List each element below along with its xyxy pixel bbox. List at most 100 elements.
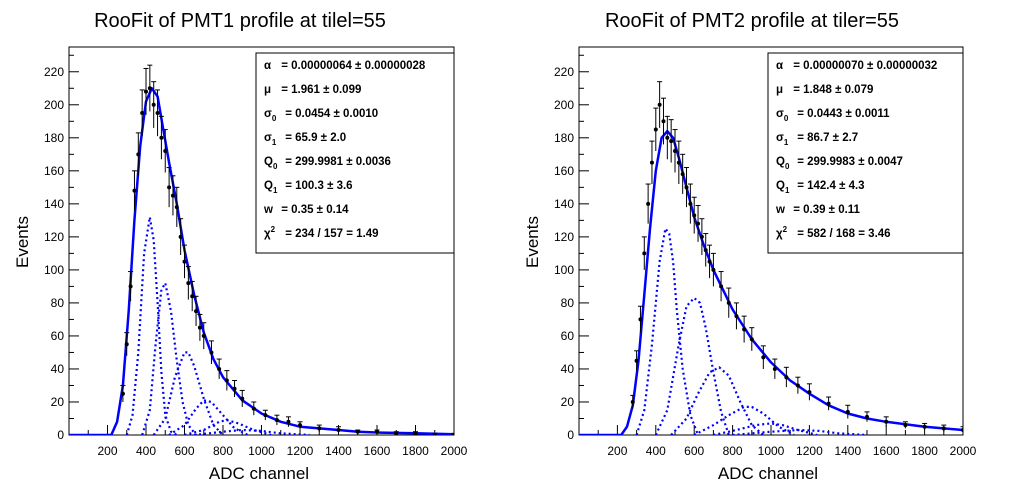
- y-tick-label: 80: [51, 296, 65, 310]
- component-curve-6: [193, 428, 310, 435]
- data-point: [696, 221, 701, 226]
- y-tick-label: 80: [561, 296, 575, 310]
- data-point: [807, 390, 812, 395]
- data-point: [638, 317, 643, 322]
- data-point: [665, 135, 670, 140]
- y-tick-label: 180: [44, 131, 64, 145]
- data-point: [634, 358, 639, 363]
- x-tick-label: 1400: [325, 444, 352, 458]
- data-point: [922, 424, 927, 429]
- data-point: [136, 152, 141, 157]
- data-point: [865, 414, 869, 419]
- fit-parameters-frame: [767, 52, 964, 254]
- y-tick-label: 0: [567, 428, 574, 442]
- y-tick-label: 60: [51, 329, 65, 343]
- data-point: [711, 267, 716, 272]
- data-point: [163, 149, 168, 154]
- data-point: [263, 413, 268, 418]
- y-axis-label: Events: [523, 216, 542, 268]
- x-axis-label: ADC channel: [209, 464, 309, 483]
- data-point: [734, 314, 739, 319]
- x-tick-label: 400: [646, 444, 666, 458]
- data-point: [170, 193, 175, 198]
- plot-area: [579, 81, 963, 435]
- data-point: [661, 119, 666, 124]
- x-tick-label: 1600: [364, 444, 391, 458]
- data-point: [784, 375, 789, 380]
- data-point: [669, 139, 674, 144]
- y-tick-label: 200: [44, 98, 64, 112]
- data-point: [224, 378, 229, 383]
- component-curve-3: [152, 351, 224, 435]
- x-tick-label: 1000: [758, 444, 785, 458]
- data-point: [676, 160, 681, 165]
- fit-parameter: σ1 = 65.9 ± 2.0: [264, 132, 346, 147]
- x-tick-label: 1800: [911, 444, 938, 458]
- data-point: [251, 406, 256, 411]
- y-tick-label: 120: [554, 230, 574, 244]
- data-point: [726, 300, 731, 305]
- data-point: [375, 429, 379, 434]
- data-point: [178, 234, 183, 239]
- y-tick-label: 120: [44, 230, 64, 244]
- fit-parameter: μ = 1.848 ± 0.079: [776, 84, 873, 96]
- component-curve-2: [654, 296, 730, 435]
- data-point: [274, 418, 279, 423]
- y-tick-label: 20: [561, 395, 575, 409]
- component-curve-4: [693, 405, 795, 435]
- data-point: [140, 111, 145, 116]
- data-point: [155, 111, 160, 116]
- data-point: [194, 309, 199, 314]
- data-point: [761, 355, 766, 360]
- y-tick-label: 160: [44, 164, 64, 178]
- data-point: [772, 366, 777, 371]
- y-tick-label: 60: [561, 329, 575, 343]
- data-point: [646, 201, 651, 206]
- data-point: [413, 431, 418, 435]
- fit-parameter: Q0 = 299.9981 ± 0.0036: [264, 156, 391, 171]
- data-point: [642, 251, 647, 256]
- fit-parameter: Q1 = 142.4 ± 4.3: [776, 180, 865, 195]
- x-tick-label: 2000: [950, 444, 977, 458]
- data-point: [452, 433, 454, 435]
- data-point: [884, 419, 889, 424]
- x-tick-label: 800: [723, 444, 743, 458]
- y-tick-label: 20: [51, 395, 65, 409]
- data-point: [826, 401, 831, 406]
- component-curve-1: [635, 227, 700, 435]
- x-tick-label: 800: [213, 444, 233, 458]
- y-tick-label: 40: [51, 362, 65, 376]
- fit-parameter: Q0 = 299.9983 ± 0.0047: [776, 156, 903, 171]
- data-point: [209, 350, 214, 355]
- fit-parameter: Q1 = 100.3 ± 3.6: [264, 180, 353, 195]
- data-point: [673, 149, 677, 154]
- data-point: [147, 86, 152, 91]
- data-point: [845, 409, 850, 414]
- x-tick-label: 200: [97, 444, 117, 458]
- data-point: [749, 337, 754, 342]
- data-point: [151, 102, 156, 107]
- y-tick-label: 220: [44, 65, 64, 79]
- y-tick-label: 100: [44, 263, 64, 277]
- data-point: [317, 426, 322, 431]
- data-point: [336, 428, 341, 433]
- fit-parameter: w = 0.35 ± 0.14: [263, 204, 349, 216]
- data-point: [167, 185, 172, 190]
- data-point: [432, 433, 437, 435]
- data-point: [692, 213, 697, 218]
- data-point: [186, 281, 191, 286]
- data-point: [174, 205, 179, 210]
- data-point: [719, 284, 724, 289]
- component-curve-4: [168, 399, 249, 435]
- y-tick-label: 100: [554, 263, 574, 277]
- data-point: [941, 426, 946, 431]
- data-point: [684, 185, 689, 190]
- x-tick-label: 1200: [287, 444, 314, 458]
- data-point: [128, 284, 133, 289]
- fit-parameter: χ2 = 234 / 157 = 1.49: [264, 225, 379, 240]
- fit-parameter: α = 0.00000070 ± 0.00000032: [776, 60, 937, 72]
- data-point: [159, 135, 164, 140]
- data-point: [232, 386, 237, 391]
- x-tick-label: 1200: [796, 444, 823, 458]
- y-axis-label: Events: [13, 216, 32, 268]
